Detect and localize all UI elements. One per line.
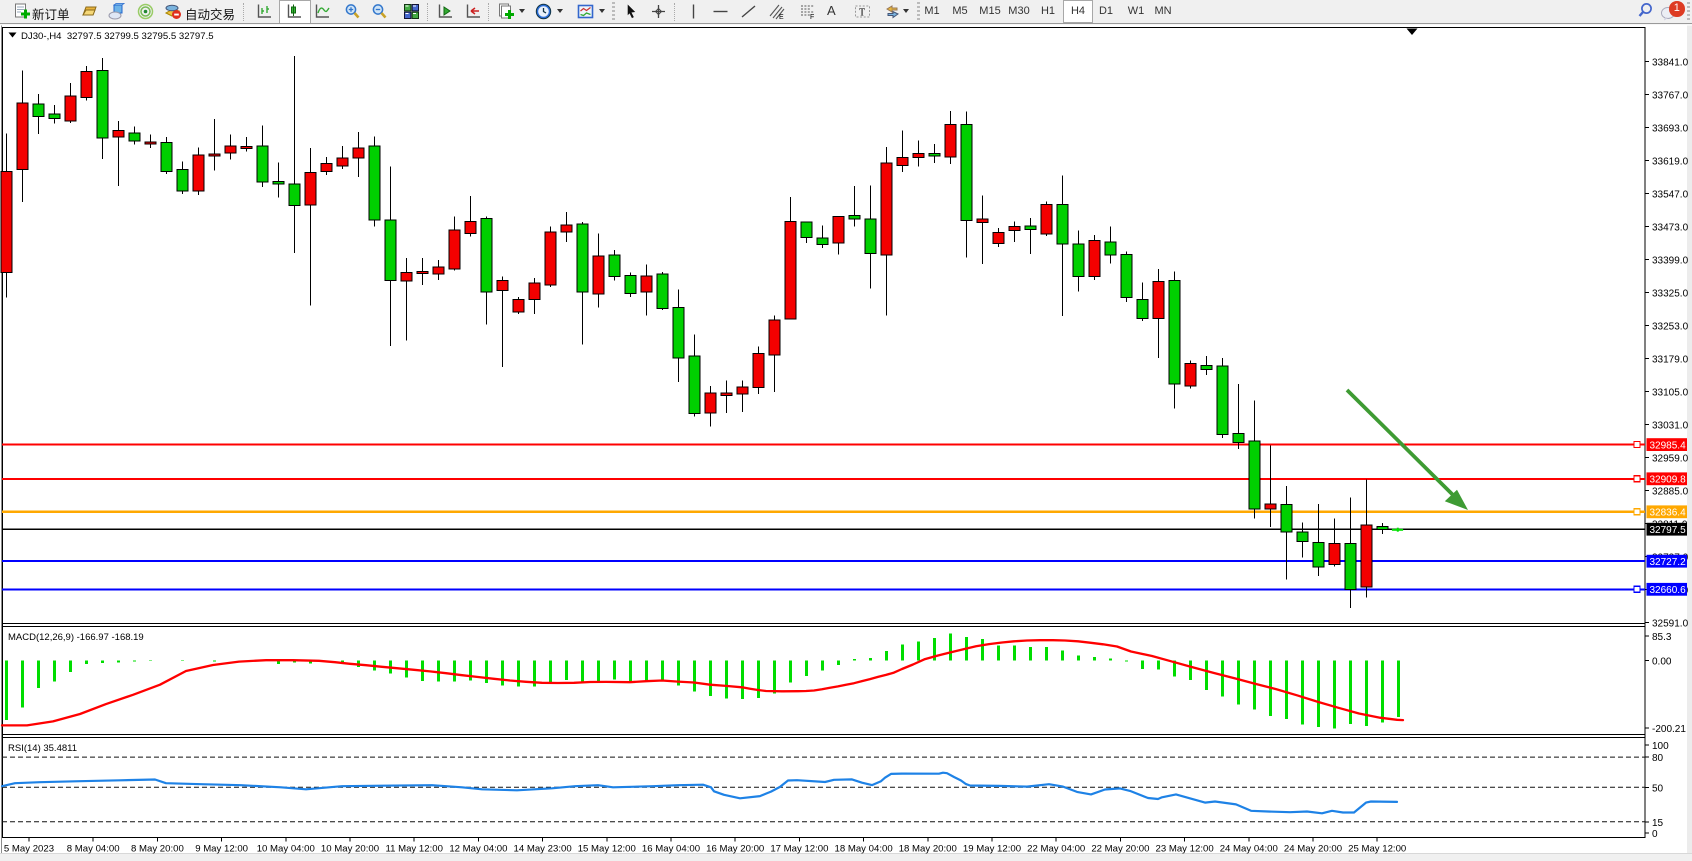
- svg-text:33767.0: 33767.0: [1652, 91, 1689, 102]
- svg-text:E: E: [779, 14, 784, 20]
- svg-text:33547.0: 33547.0: [1652, 190, 1689, 201]
- svg-text:22 May 04:00: 22 May 04:00: [1027, 843, 1085, 854]
- svg-text:16 May 04:00: 16 May 04:00: [642, 843, 700, 854]
- svg-text:0.00: 0.00: [1652, 657, 1672, 668]
- svg-text:16 May 20:00: 16 May 20:00: [706, 843, 764, 854]
- svg-text:19 May 12:00: 19 May 12:00: [963, 843, 1021, 854]
- svg-text:F: F: [810, 14, 814, 20]
- svg-text:11 May 12:00: 11 May 12:00: [385, 843, 442, 854]
- svg-text:14 May 23:00: 14 May 23:00: [514, 843, 572, 854]
- svg-text:32985.4: 32985.4: [1650, 440, 1687, 451]
- svg-text:18 May 04:00: 18 May 04:00: [835, 843, 893, 854]
- svg-text:33031.0: 33031.0: [1652, 421, 1689, 432]
- svg-text:10 May 04:00: 10 May 04:00: [257, 843, 315, 854]
- svg-text:23 May 12:00: 23 May 12:00: [1156, 843, 1214, 854]
- svg-text:8 May 20:00: 8 May 20:00: [131, 843, 184, 854]
- svg-text:32727.2: 32727.2: [1650, 557, 1687, 568]
- svg-text:24 May 20:00: 24 May 20:00: [1284, 843, 1342, 854]
- svg-text:DJ30-,H4 32797.5 32799.5 3279: DJ30-,H4 32797.5 32799.5 32795.5 32797.5: [21, 31, 214, 42]
- svg-text:T: T: [859, 8, 865, 19]
- svg-text:5 May 2023: 5 May 2023: [4, 843, 54, 854]
- svg-text:-200.21: -200.21: [1652, 724, 1686, 735]
- svg-text:32591.0: 32591.0: [1652, 619, 1689, 630]
- svg-text:33179.0: 33179.0: [1652, 355, 1689, 366]
- svg-text:50: 50: [1652, 783, 1664, 794]
- svg-text:32660.6: 32660.6: [1650, 585, 1687, 596]
- svg-text:15: 15: [1652, 818, 1664, 829]
- svg-text:0: 0: [1652, 829, 1658, 840]
- svg-text:22 May 20:00: 22 May 20:00: [1091, 843, 1149, 854]
- svg-text:25 May 12:00: 25 May 12:00: [1348, 843, 1406, 854]
- svg-text:32909.8: 32909.8: [1650, 475, 1687, 486]
- svg-text:33399.0: 33399.0: [1652, 256, 1689, 267]
- svg-text:100: 100: [1652, 741, 1669, 752]
- svg-text:32959.0: 32959.0: [1652, 454, 1689, 465]
- svg-text:33325.0: 33325.0: [1652, 289, 1689, 300]
- svg-text:32836.4: 32836.4: [1650, 508, 1687, 519]
- svg-text:33841.0: 33841.0: [1652, 58, 1689, 69]
- svg-text:32797.5: 32797.5: [1650, 525, 1687, 536]
- svg-text:MACD(12,26,9) -166.97 -168.19: MACD(12,26,9) -166.97 -168.19: [8, 632, 144, 643]
- svg-text:12 May 04:00: 12 May 04:00: [449, 843, 507, 854]
- svg-text:24 May 04:00: 24 May 04:00: [1220, 843, 1278, 854]
- svg-text:80: 80: [1652, 753, 1664, 764]
- svg-text:33473.0: 33473.0: [1652, 223, 1689, 234]
- svg-text:33619.0: 33619.0: [1652, 157, 1689, 168]
- svg-text:9 May 12:00: 9 May 12:00: [195, 843, 248, 854]
- svg-text:32885.0: 32885.0: [1652, 487, 1689, 498]
- svg-text:RSI(14) 35.4811: RSI(14) 35.4811: [8, 743, 77, 754]
- svg-text:33105.0: 33105.0: [1652, 388, 1689, 399]
- svg-text:10 May 20:00: 10 May 20:00: [321, 843, 379, 854]
- svg-text:85.3: 85.3: [1652, 632, 1672, 643]
- svg-text:18 May 20:00: 18 May 20:00: [899, 843, 957, 854]
- svg-text:17 May 12:00: 17 May 12:00: [770, 843, 828, 854]
- svg-text:8 May 04:00: 8 May 04:00: [67, 843, 120, 854]
- svg-text:33253.0: 33253.0: [1652, 322, 1689, 333]
- svg-text:15 May 12:00: 15 May 12:00: [578, 843, 636, 854]
- svg-text:33693.0: 33693.0: [1652, 124, 1689, 135]
